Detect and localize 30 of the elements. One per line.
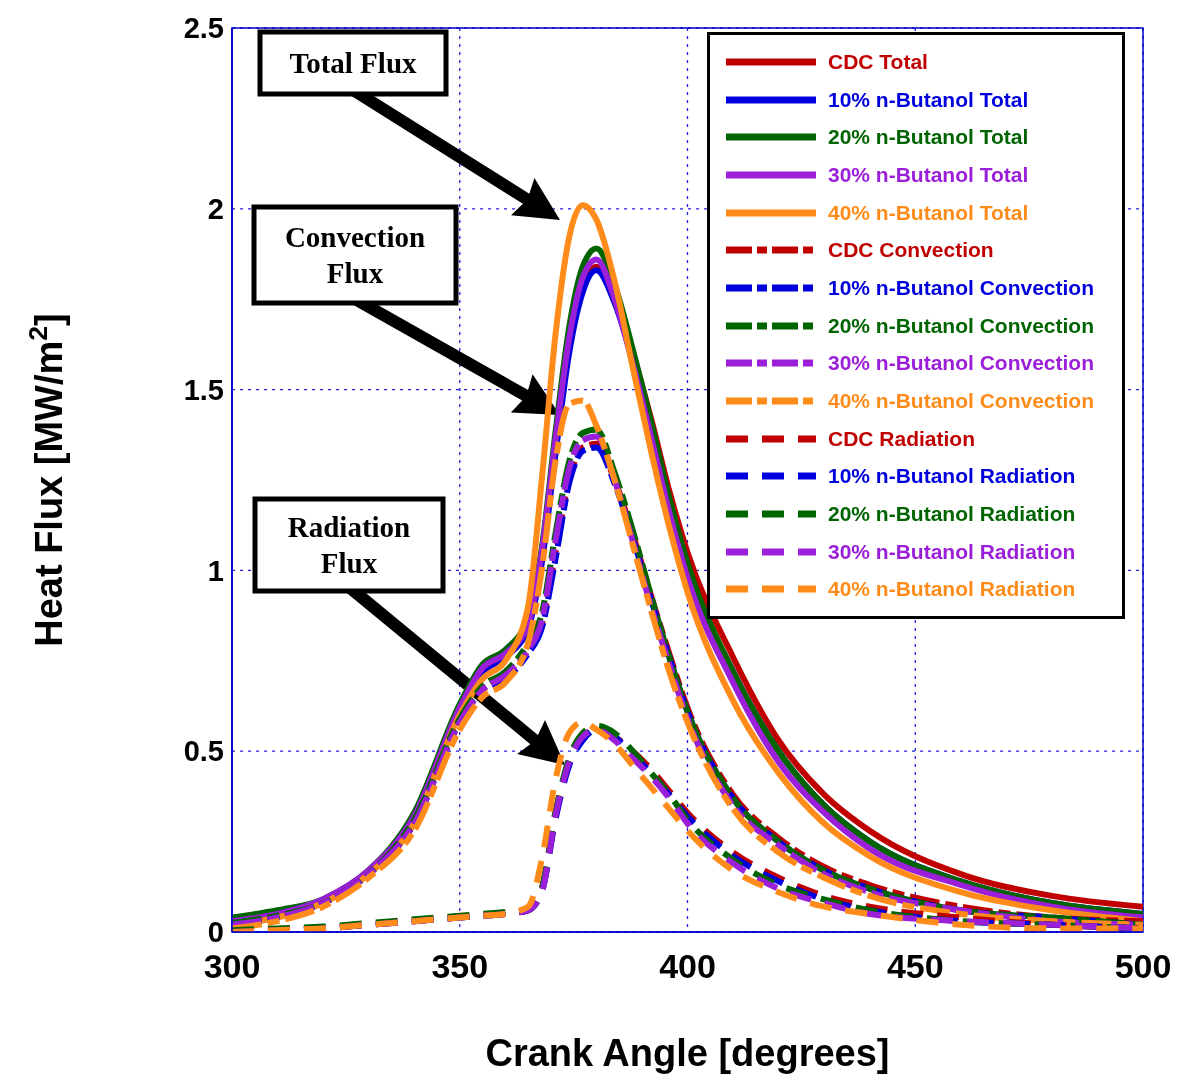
legend-label: 30% n-Butanol Convection	[828, 351, 1095, 376]
y-tick-label: 2	[207, 193, 224, 226]
y-tick-label: 2.5	[183, 12, 224, 45]
x-tick-label: 400	[659, 947, 716, 986]
x-axis-title: Crank Angle [degrees]	[485, 1032, 890, 1074]
annotation: Total Flux	[289, 47, 418, 79]
legend-label: CDC Total	[828, 49, 928, 74]
annotation: Convection Flux	[284, 221, 426, 289]
x-tick-label: 450	[886, 947, 944, 986]
legend-label: 10% n-Butanol Radiation	[828, 464, 1076, 489]
legend-label: 40% n-Butanol Radiation	[828, 577, 1076, 602]
x-tick-label: 500	[1114, 947, 1172, 986]
legend-label: 40% n-Butanol Total	[828, 200, 1029, 225]
y-tick-label: 1	[207, 554, 224, 587]
legend-label: CDC Radiation	[828, 426, 975, 451]
legend-label: CDC Convection	[828, 238, 994, 263]
y-tick-label: 0.5	[183, 735, 224, 768]
legend-label: 10% n-Butanol Total	[828, 87, 1029, 112]
x-tick-label: 300	[203, 947, 261, 986]
legend-label: 10% n-Butanol Convection	[828, 275, 1095, 300]
y-tick-label: 0	[207, 916, 224, 949]
legend-label: 20% n-Butanol Total	[828, 125, 1029, 150]
x-tick-label: 350	[431, 947, 489, 986]
legend-label: 20% n-Butanol Radiation	[828, 502, 1076, 527]
legend-label: 30% n-Butanol Radiation	[828, 539, 1076, 564]
y-tick-label: 1.5	[183, 373, 224, 406]
legend-label: 20% n-Butanol Convection	[828, 313, 1095, 338]
legend-label: 30% n-Butanol Total	[828, 162, 1029, 187]
annotation: Radiation Flux	[287, 511, 411, 579]
legend-label: 40% n-Butanol Convection	[828, 389, 1095, 414]
